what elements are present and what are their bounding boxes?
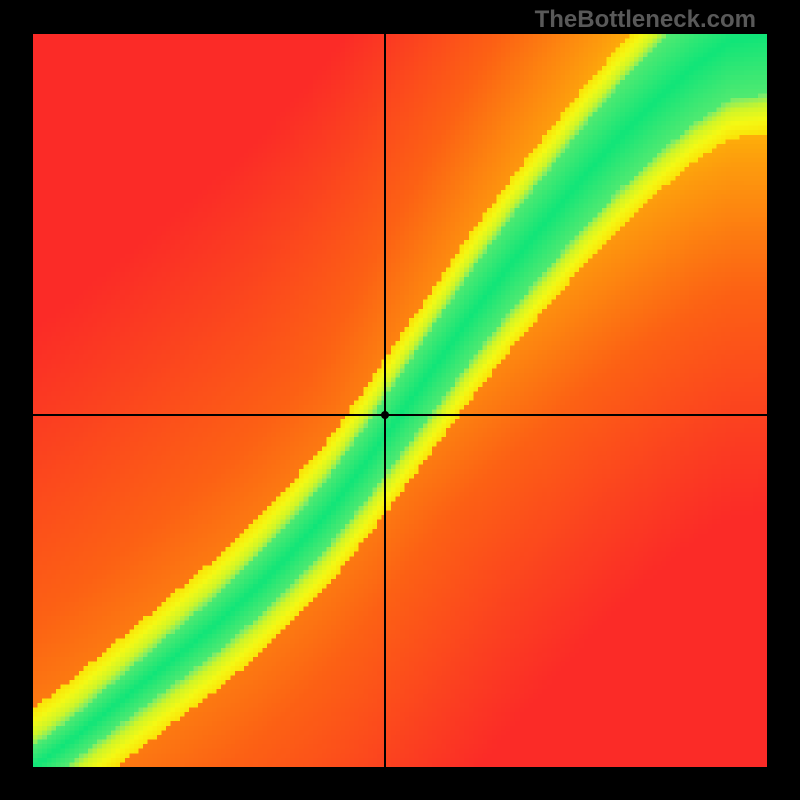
watermark-text: TheBottleneck.com <box>535 6 756 34</box>
chart-container: TheBottleneck.com <box>0 0 800 800</box>
bottleneck-heatmap <box>33 34 767 767</box>
